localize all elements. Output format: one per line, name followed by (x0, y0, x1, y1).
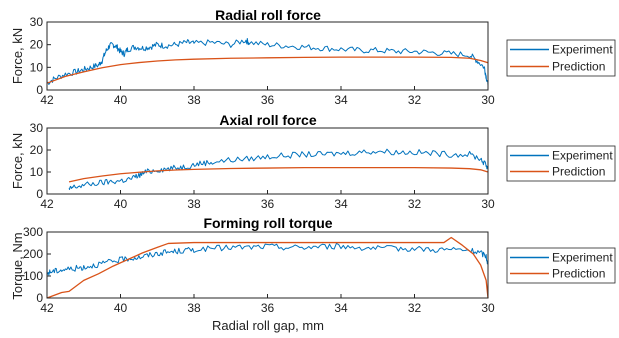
x-tick-label: 32 (408, 93, 422, 107)
lines-group (46, 37, 489, 86)
x-tick-label: 34 (334, 301, 348, 315)
legend-label-experiment: Experiment (552, 43, 613, 57)
y-tick-label: 30 (30, 121, 44, 135)
chart-title: Forming roll torque (203, 215, 332, 231)
chart-title: Axial roll force (219, 112, 316, 128)
legend: Experiment Prediction (506, 39, 616, 77)
y-tick-label: 10 (30, 60, 44, 74)
y-tick-label: 300 (23, 225, 43, 239)
y-axis-label: Force, kN (10, 28, 25, 84)
x-tick-label: 30 (481, 301, 495, 315)
x-tick-label: 30 (481, 93, 495, 107)
y-tick-label: 20 (30, 38, 44, 52)
x-tick-label: 32 (408, 197, 422, 211)
x-tick-label: 36 (261, 301, 275, 315)
series-line-prediction (46, 236, 489, 299)
panel-radial-roll-force: Radial roll force Force, kN 42 40 38 36 34 32… (10, 7, 616, 107)
y-tick-label: 200 (23, 247, 43, 261)
legend-label-prediction: Prediction (552, 60, 605, 74)
lines-group (46, 236, 489, 299)
y-axis-label: Force, kN (10, 133, 25, 189)
y-tick-label: 100 (23, 269, 43, 283)
x-tick-label: 42 (40, 197, 54, 211)
legend-box (506, 145, 616, 182)
ticks-group: 42 40 38 36 34 32 30 0 10 20 30 (30, 15, 495, 107)
legend-box (506, 247, 616, 284)
x-tick-label: 40 (114, 301, 128, 315)
legend-label-experiment: Experiment (552, 251, 613, 265)
x-axis-label: Radial roll gap, mm (212, 318, 324, 333)
legend-label-prediction: Prediction (552, 267, 605, 281)
y-tick-label: 10 (30, 165, 44, 179)
y-tick-label: 0 (36, 83, 43, 97)
legend: Experiment Prediction (506, 247, 616, 284)
x-tick-label: 40 (114, 197, 128, 211)
series-line-experiment (68, 148, 489, 190)
plot-frame (46, 231, 489, 299)
x-tick-label: 38 (187, 93, 201, 107)
legend: Experiment Prediction (506, 145, 616, 182)
x-tick-label: 34 (334, 197, 348, 211)
lines-group (68, 148, 489, 190)
plot-frame (46, 21, 489, 91)
y-tick-label: 0 (36, 187, 43, 201)
x-tick-label: 42 (40, 301, 54, 315)
x-tick-label: 34 (334, 93, 348, 107)
x-tick-label: 42 (40, 93, 54, 107)
y-tick-label: 20 (30, 143, 44, 157)
legend-box (506, 39, 616, 77)
y-tick-label: 0 (36, 291, 43, 305)
plot-frame (46, 127, 489, 195)
series-line-prediction (46, 56, 489, 84)
y-axis-label: Torque, Nm (10, 232, 25, 299)
y-tick-label: 30 (30, 15, 44, 29)
x-tick-label: 30 (481, 197, 495, 211)
legend-label-prediction: Prediction (552, 165, 605, 179)
x-tick-label: 36 (261, 93, 275, 107)
series-line-prediction (68, 166, 489, 183)
legend-label-experiment: Experiment (552, 149, 613, 163)
x-tick-label: 40 (114, 93, 128, 107)
x-tick-label: 38 (187, 197, 201, 211)
chart-title: Radial roll force (215, 7, 321, 23)
x-tick-label: 38 (187, 301, 201, 315)
x-tick-label: 36 (261, 197, 275, 211)
series-line-experiment (46, 242, 489, 276)
panel-forming-roll-torque: Forming roll torque Torque, Nm 42 40 38 36 3… (10, 215, 616, 315)
series-line-experiment (46, 37, 489, 86)
x-tick-label: 32 (408, 301, 422, 315)
ticks-group: 42 40 38 36 34 32 30 0 10 20 30 (30, 121, 495, 211)
panel-axial-roll-force: Axial roll force Force, kN 42 40 38 36 34 32 3… (10, 112, 616, 211)
